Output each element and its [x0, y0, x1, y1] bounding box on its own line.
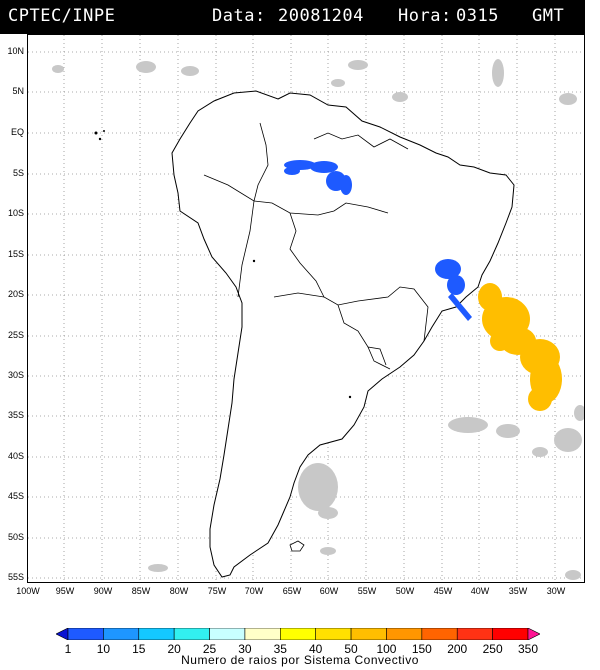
country-borders	[203, 122, 429, 370]
colorbar-cell	[280, 628, 316, 640]
south-america-map	[28, 35, 584, 582]
colorbar-cell	[209, 628, 246, 640]
amazon-lightning-system	[284, 160, 352, 195]
colorbar-label: 40	[309, 642, 323, 656]
lon-label: 45W	[433, 586, 453, 596]
lon-label: 70W	[244, 586, 264, 596]
lat-label: 35S	[7, 410, 24, 420]
lon-label: 60W	[319, 586, 339, 596]
lon-label: 35W	[508, 586, 528, 596]
lon-label: 50W	[395, 586, 415, 596]
small-islands	[94, 130, 352, 399]
lat-label: EQ	[10, 127, 24, 137]
colorbar-label: 150	[411, 642, 432, 656]
falkland-islands	[289, 540, 305, 552]
lat-label: 30S	[7, 370, 24, 380]
lat-label: 55S	[7, 572, 24, 582]
colorbar-cell	[173, 628, 210, 640]
colorbar-label: 10	[96, 642, 111, 656]
colorbar-label: 25	[202, 642, 217, 656]
colorbar-label: 35	[273, 642, 287, 656]
lat-label: 45S	[7, 491, 24, 501]
colorbar-label: 20	[167, 642, 181, 656]
southeast-lightning-system	[435, 259, 472, 321]
map-area	[27, 34, 585, 583]
colorbar-cell	[386, 628, 423, 640]
lat-label: 50S	[7, 532, 24, 542]
lat-label: 15S	[7, 249, 24, 259]
lat-label: 25S	[7, 330, 24, 340]
colorbar-cell	[103, 628, 140, 640]
date-label: Data:	[212, 6, 266, 26]
atlantic-lightning-system	[478, 283, 562, 411]
lon-label: 80W	[169, 586, 189, 596]
colorbar-cell	[421, 628, 458, 640]
colorbar-cell	[244, 628, 281, 640]
colorbar-label: 250	[482, 642, 503, 656]
colorbar-cell	[67, 628, 104, 640]
lon-label: 40W	[470, 586, 490, 596]
colorbar-cell	[56, 628, 69, 640]
lon-label: 85W	[131, 586, 151, 596]
lat-label: 40S	[7, 451, 24, 461]
colorbar	[56, 628, 540, 640]
time-label: Hora:	[398, 6, 452, 26]
colorbar-cell	[350, 628, 387, 640]
lon-label: 30W	[546, 586, 566, 596]
lon-label: 75W	[207, 586, 227, 596]
colorbar-label: 50	[344, 642, 358, 656]
colorbar-label: 100	[376, 642, 397, 656]
lat-label: 5N	[12, 86, 24, 96]
colorbar-label: 30	[238, 642, 252, 656]
continent-outline	[171, 90, 515, 578]
colorbar-label: 350	[517, 642, 539, 656]
colorbar-cell	[492, 628, 529, 640]
source-label: CPTEC/INPE	[8, 6, 116, 26]
lon-label: 90W	[93, 586, 113, 596]
colorbar-label: 1	[64, 642, 72, 656]
lon-label: 65W	[282, 586, 302, 596]
lon-label: 55W	[357, 586, 377, 596]
lat-label: 5S	[12, 168, 24, 178]
lon-label: 100W	[16, 586, 40, 596]
colorbar-cell	[138, 628, 175, 640]
colorbar-cell	[456, 628, 493, 640]
time-value: 0315	[456, 6, 499, 26]
time-unit: GMT	[532, 6, 565, 26]
lat-label: 20S	[7, 289, 24, 299]
lat-label: 10S	[7, 208, 24, 218]
colorbar-label: 200	[447, 642, 468, 656]
colorbar-cell	[527, 628, 540, 640]
header-bar: CPTEC/INPE Data: 20081204 Hora: 0315 GMT	[0, 0, 585, 34]
date-value: 20081204	[278, 6, 364, 26]
colorbar-label: 15	[132, 642, 146, 656]
lat-label: 10N	[7, 46, 24, 56]
colorbar-cell	[315, 628, 352, 640]
colorbar-title: Numero de raios por Sistema Convectivo	[181, 653, 419, 667]
lon-label: 95W	[55, 586, 75, 596]
